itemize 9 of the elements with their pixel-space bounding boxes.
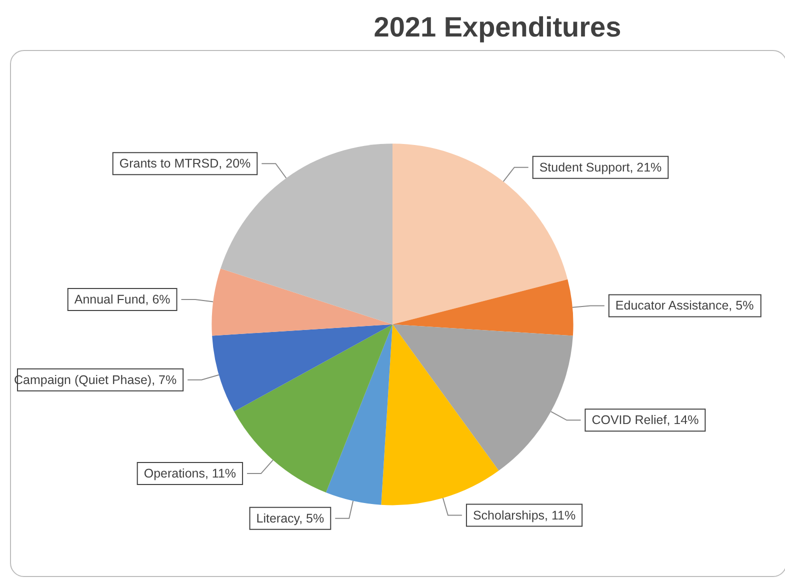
slice-label: Grants to MTRSD, 20% <box>119 156 251 171</box>
slice-label: Student Support, 21% <box>539 160 662 174</box>
slice-label: Annual Fund, 6% <box>74 292 170 306</box>
chart-title: 2021 Expenditures <box>374 12 622 42</box>
slice-label: COVID Relief, 14% <box>592 413 699 428</box>
slice-label: Scholarships, 11% <box>472 508 576 522</box>
slice-label: Literacy, 5% <box>256 511 324 526</box>
slice-label: Educator Assistance, 5% <box>615 298 754 313</box>
slice-label: Operations, 11% <box>144 466 236 481</box>
